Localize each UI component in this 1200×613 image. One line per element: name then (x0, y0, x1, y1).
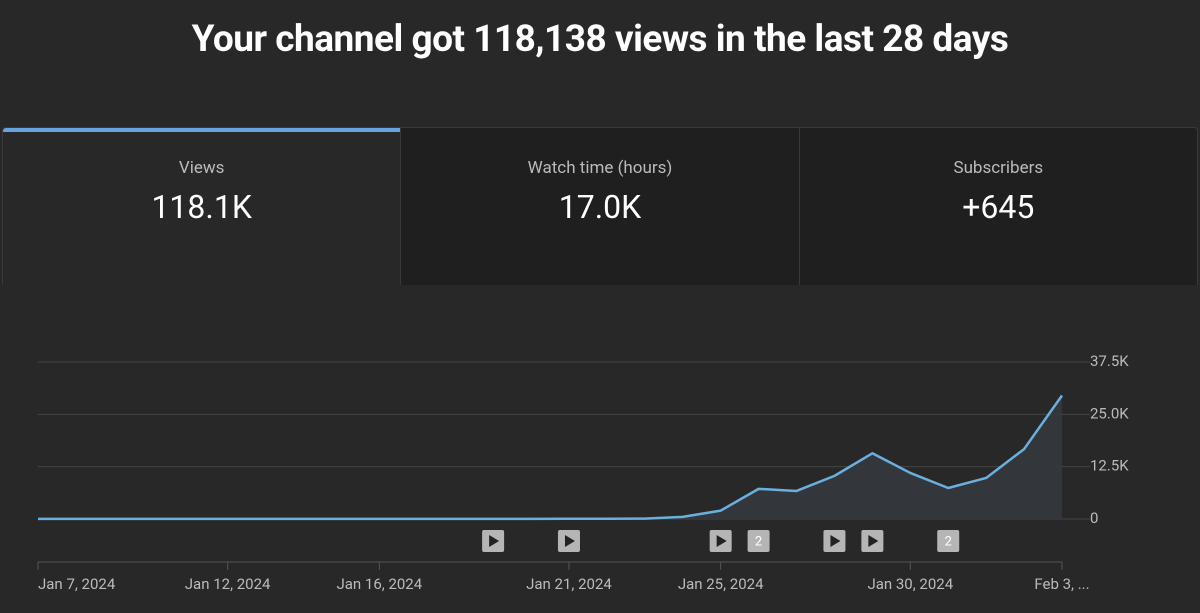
line (38, 394, 1064, 521)
video-marker[interactable] (861, 530, 884, 552)
play-icon (830, 535, 841, 547)
marker-box (747, 530, 770, 552)
x-tick-label: Jan 12, 2024 (185, 575, 271, 593)
tab-label: Watch time (hours) (527, 158, 673, 178)
play-icon (868, 535, 879, 547)
video-marker[interactable] (709, 530, 732, 552)
y-tick-label: 0 (1090, 509, 1098, 527)
metric-tabs: Views 118.1K Watch time (hours) 17.0K Subscr… (2, 127, 1198, 285)
x-tick-label: Jan 30, 2024 (867, 575, 953, 593)
metric-tab[interactable]: Subscribers +645 (798, 128, 1197, 285)
page-title: Your channel got 118,138 views in the la… (191, 18, 1009, 61)
marker-count: 2 (755, 534, 762, 549)
tab-value: 17.0K (558, 188, 642, 226)
x-tick-label: Jan 25, 2024 (678, 575, 764, 593)
tab-label: Subscribers (953, 158, 1044, 178)
metric-tab[interactable]: Views 118.1K (3, 128, 401, 285)
x-tick-label: Jan 21, 2024 (526, 575, 612, 593)
x-tick-label: Jan 16, 2024 (336, 575, 422, 593)
marker-box (937, 530, 960, 552)
video-marker[interactable] (823, 530, 846, 552)
play-icon (716, 535, 727, 547)
x-tick-label: Jan 7, 2024 (38, 575, 116, 593)
play-icon (489, 535, 500, 547)
play-icon (564, 535, 575, 547)
y-tick-label: 12.5K (1090, 457, 1129, 475)
marker-count: 2 (945, 534, 952, 549)
video-marker[interactable] (482, 530, 505, 552)
tab-value: +645 (962, 188, 1035, 226)
metric-tab[interactable]: Watch time (hours) 17.0K (400, 128, 799, 285)
video-marker[interactable]: 2 (937, 530, 960, 552)
y-tick-label: 37.5K (1090, 352, 1129, 370)
y-tick-label: 25.0K (1090, 404, 1129, 422)
x-tick-label: Feb 3, ... (1034, 575, 1089, 593)
video-marker[interactable] (557, 530, 580, 552)
tab-value: 118.1K (151, 188, 252, 226)
video-marker[interactable]: 2 (747, 530, 770, 552)
tab-label: Views (178, 158, 225, 178)
